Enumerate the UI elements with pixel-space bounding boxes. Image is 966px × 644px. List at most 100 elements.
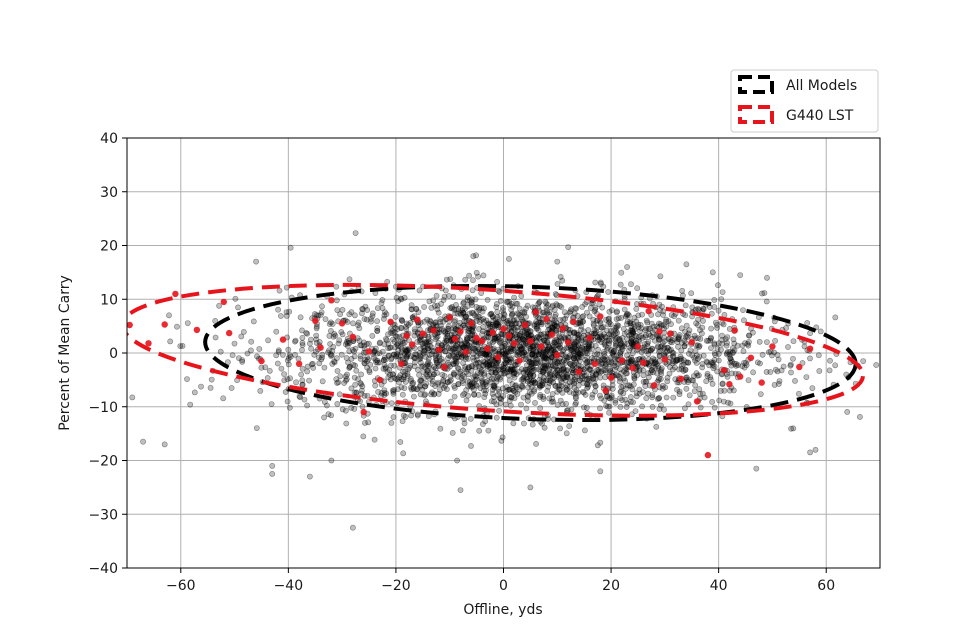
data-point (618, 344, 625, 351)
data-point (346, 348, 353, 355)
data-point (299, 327, 305, 334)
data-point (364, 354, 371, 361)
data-point (392, 324, 399, 331)
data-point (546, 311, 553, 318)
data-point (597, 330, 604, 337)
data-point (490, 321, 496, 328)
data-point (635, 321, 642, 328)
data-point (533, 318, 540, 325)
data-point (638, 333, 645, 339)
data-point (636, 390, 643, 397)
data-point (536, 334, 543, 341)
data-point (564, 354, 571, 361)
data-point (579, 303, 586, 310)
data-point (602, 363, 609, 369)
data-point (674, 356, 681, 363)
y-tick-label: 0 (109, 346, 118, 362)
data-point (567, 326, 573, 333)
data-point (771, 381, 778, 388)
data-point (518, 401, 524, 408)
data-point (257, 387, 264, 394)
data-point (662, 349, 669, 356)
data-point (663, 394, 670, 401)
data-point (278, 365, 285, 372)
data-point (527, 381, 533, 387)
data-point (787, 362, 794, 369)
data-point (580, 318, 587, 325)
data-point (381, 309, 388, 315)
data-point (277, 313, 284, 319)
data-point (460, 310, 467, 317)
data-point (279, 351, 286, 358)
data-point (523, 405, 530, 412)
data-point (538, 319, 544, 326)
data-point (783, 325, 789, 331)
data-point (566, 423, 573, 429)
data-point (399, 338, 406, 345)
data-point (694, 372, 701, 379)
data-point (576, 357, 583, 364)
data-point (608, 331, 614, 338)
data-point (451, 384, 458, 391)
data-point (660, 308, 667, 315)
data-point (638, 325, 645, 332)
data-point (491, 382, 497, 389)
data-point (327, 351, 334, 358)
data-point (304, 330, 311, 337)
data-point (421, 375, 428, 381)
data-point (563, 344, 570, 351)
data-point (299, 334, 306, 341)
data-point (509, 381, 516, 388)
data-point (287, 244, 294, 251)
data-point (346, 276, 353, 283)
data-point (790, 355, 796, 362)
data-point (729, 358, 735, 365)
data-point (216, 302, 222, 309)
data-point (624, 321, 630, 327)
data-point (328, 352, 335, 359)
data-point (412, 328, 418, 335)
data-point (444, 379, 451, 386)
data-point (796, 390, 802, 397)
data-point (583, 404, 590, 411)
data-point (568, 306, 574, 313)
data-point (700, 317, 706, 324)
data-point (508, 394, 515, 401)
data-point (570, 352, 577, 359)
data-point (657, 273, 664, 280)
data-point (614, 329, 620, 336)
data-point (566, 330, 573, 337)
data-point (607, 354, 614, 361)
data-point (388, 329, 394, 336)
data-point (596, 336, 603, 343)
data-point (530, 377, 537, 384)
data-point (478, 338, 486, 345)
data-point (650, 382, 658, 389)
data-point (348, 404, 355, 411)
data-point (586, 366, 593, 373)
data-point (612, 343, 619, 350)
data-point (425, 333, 432, 340)
data-point (591, 330, 597, 337)
data-point (606, 338, 613, 345)
data-point (574, 312, 581, 319)
data-point (541, 353, 548, 360)
data-point (319, 351, 326, 358)
data-point (461, 324, 468, 331)
data-point (161, 441, 168, 448)
data-point (670, 358, 676, 365)
data-point (503, 388, 510, 394)
data-point (597, 363, 604, 370)
data-point (696, 386, 703, 393)
data-point (253, 425, 260, 431)
data-point (504, 320, 511, 327)
data-point (667, 338, 674, 345)
data-point (480, 324, 486, 331)
data-point (504, 317, 511, 324)
data-point (498, 396, 504, 402)
data-point (500, 367, 507, 374)
data-point (662, 384, 669, 391)
data-point (559, 401, 566, 408)
all-models-points (127, 230, 880, 531)
data-point (433, 292, 440, 299)
